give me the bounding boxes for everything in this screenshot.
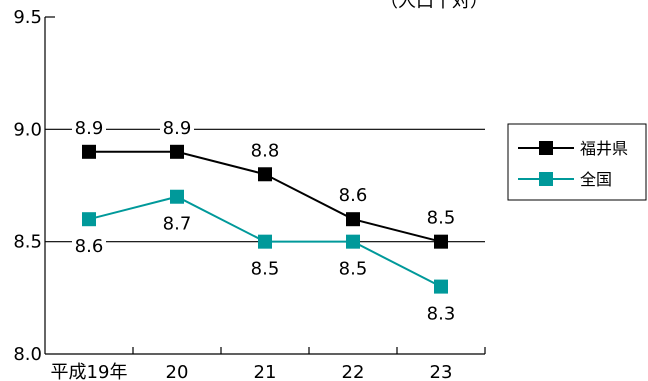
data-label: 8.5 [339, 259, 368, 280]
y-tick-label: 9.5 [13, 7, 42, 28]
data-label: 8.9 [163, 118, 192, 139]
data-label-background [160, 116, 194, 137]
data-label: 8.7 [163, 214, 192, 235]
legend-box [507, 123, 647, 201]
legend-marker [539, 141, 553, 155]
axes: 8.0 8.5 9.0 9.5 平成19年 20 21 22 23 [13, 7, 486, 381]
data-point [82, 212, 96, 227]
data-label: 8.6 [339, 185, 368, 206]
data-point [170, 189, 184, 204]
legend-label: 福井県 [580, 139, 628, 158]
data-labels: 8.9 8.6 8.9 8.7 8.8 8.5 8.6 8.5 8.5 8.3 [72, 116, 456, 325]
data-label-background [72, 235, 106, 256]
y-tick-label: 8.0 [13, 344, 42, 365]
data-point [170, 144, 184, 159]
x-tick-label: 21 [254, 362, 277, 381]
legend-label: 全国 [580, 170, 612, 189]
data-point [434, 279, 448, 294]
x-tick-label: 23 [430, 362, 453, 381]
data-label: 8.5 [427, 208, 456, 229]
data-label: 8.9 [75, 118, 104, 139]
data-label: 8.5 [251, 259, 280, 280]
series [82, 144, 448, 294]
unit-note: （人口千対） [380, 0, 488, 12]
series-line-0 [89, 150, 442, 243]
data-point [82, 144, 96, 159]
y-tick-label: 8.5 [13, 232, 42, 253]
data-label-background [72, 116, 106, 137]
data-point [346, 212, 360, 227]
x-tick-label: 22 [342, 362, 365, 381]
legend-marker [539, 172, 553, 186]
data-label: 8.6 [75, 236, 104, 257]
y-tick-label: 9.0 [13, 119, 42, 140]
x-tick-label: 20 [166, 362, 189, 381]
data-label: 8.8 [251, 140, 280, 161]
data-point [258, 167, 272, 182]
data-point [258, 234, 272, 249]
x-tick-label: 平成19年 [51, 362, 128, 381]
data-point [434, 234, 448, 249]
data-label: 8.3 [427, 304, 456, 325]
data-point [346, 234, 360, 249]
